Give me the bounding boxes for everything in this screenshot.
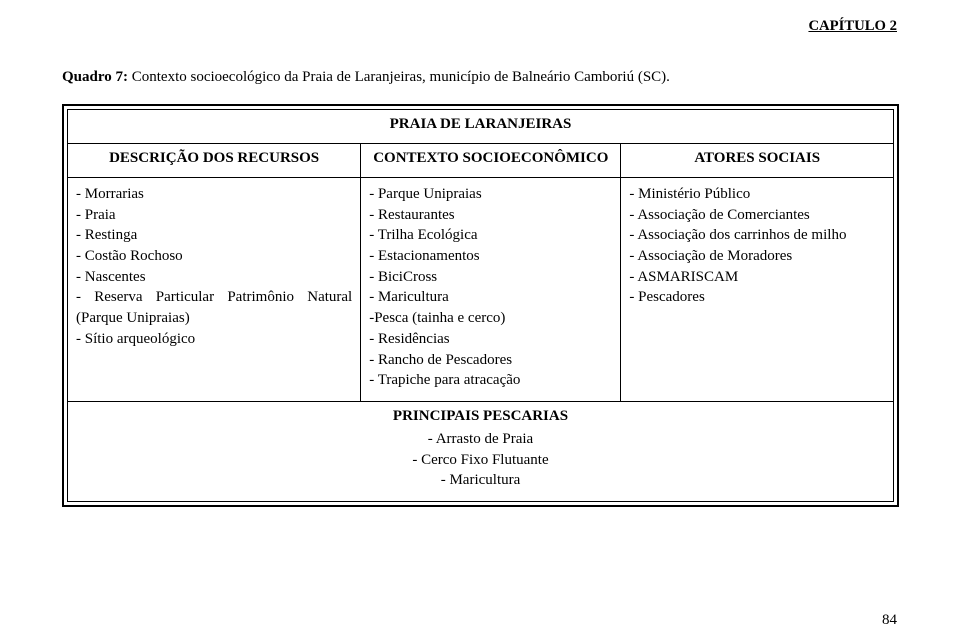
list-item: - Praia [76,205,352,226]
contexto-list: - Parque Unipraias - Restaurantes - Tril… [369,184,612,391]
cell-recursos: - Morrarias - Praia - Restinga - Costão … [68,178,361,402]
atores-list: - Ministério Público - Associação de Com… [629,184,885,308]
page-number: 84 [882,612,897,629]
word: Patrimônio [227,287,294,308]
list-item-justified: - Reserva Particular Patrimônio Natural [76,287,352,308]
list-item: - Associação de Moradores [629,246,885,267]
list-item: - Associação de Comerciantes [629,205,885,226]
page-root: CAPÍTULO 2 Quadro 7: Contexto socioecoló… [0,0,959,643]
body-row: - Morrarias - Praia - Restinga - Costão … [68,178,894,402]
list-item: (Parque Unipraias) [76,308,352,329]
principais-list: - Arrasto de Praia - Cerco Fixo Flutuant… [76,429,885,491]
list-item: - Sítio arqueológico [76,329,352,350]
table-caption: Quadro 7: Contexto socioecológico da Pra… [62,69,899,86]
title-row: PRAIA DE LARANJEIRAS [68,110,894,144]
list-item: - Morrarias [76,184,352,205]
chapter-heading: CAPÍTULO 2 [62,18,897,35]
main-table: PRAIA DE LARANJEIRAS DESCRIÇÃO DOS RECUR… [67,109,894,502]
header-col2: CONTEXTO SOCIOECONÔMICO [361,144,621,178]
list-item: - Estacionamentos [369,246,612,267]
list-item: - Parque Unipraias [369,184,612,205]
word: Natural [307,287,352,308]
list-item: -Pesca (tainha e cerco) [369,308,612,329]
word: Reserva [94,287,142,308]
list-item: - Residências [369,329,612,350]
recursos-list: - Morrarias - Praia - Restinga - Costão … [76,184,352,350]
cell-atores: - Ministério Público - Associação de Com… [621,178,894,402]
word: Particular [156,287,214,308]
caption-lead: Quadro 7: [62,69,132,85]
principais-row: PRINCIPAIS PESCARIAS - Arrasto de Praia … [68,401,894,501]
table-outer-frame: PRAIA DE LARANJEIRAS DESCRIÇÃO DOS RECUR… [62,104,899,507]
list-item: - Associação dos carrinhos de milho [629,225,885,246]
list-item: - ASMARISCAM [629,267,885,288]
word: - [76,287,81,308]
list-item: - Ministério Público [629,184,885,205]
list-item: - Arrasto de Praia [76,429,885,450]
header-col3: ATORES SOCIAIS [621,144,894,178]
list-item: - Trilha Ecológica [369,225,612,246]
list-item: - Maricultura [76,470,885,491]
list-item: - Trapiche para atracação [369,370,612,391]
list-item: - Pescadores [629,287,885,308]
header-col1: DESCRIÇÃO DOS RECURSOS [68,144,361,178]
caption-rest: Contexto socioecológico da Praia de Lara… [132,69,670,85]
header-row: DESCRIÇÃO DOS RECURSOS CONTEXTO SOCIOECO… [68,144,894,178]
list-item: - Cerco Fixo Flutuante [76,450,885,471]
list-item: - Costão Rochoso [76,246,352,267]
list-item: - Nascentes [76,267,352,288]
list-item: - Restinga [76,225,352,246]
list-item: - Maricultura [369,287,612,308]
list-item: - Rancho de Pescadores [369,350,612,371]
list-item: - BiciCross [369,267,612,288]
list-item: - Restaurantes [369,205,612,226]
table-title: PRAIA DE LARANJEIRAS [68,110,894,144]
cell-contexto: - Parque Unipraias - Restaurantes - Tril… [361,178,621,402]
principais-cell: PRINCIPAIS PESCARIAS - Arrasto de Praia … [68,401,894,501]
principais-heading: PRINCIPAIS PESCARIAS [76,408,885,425]
